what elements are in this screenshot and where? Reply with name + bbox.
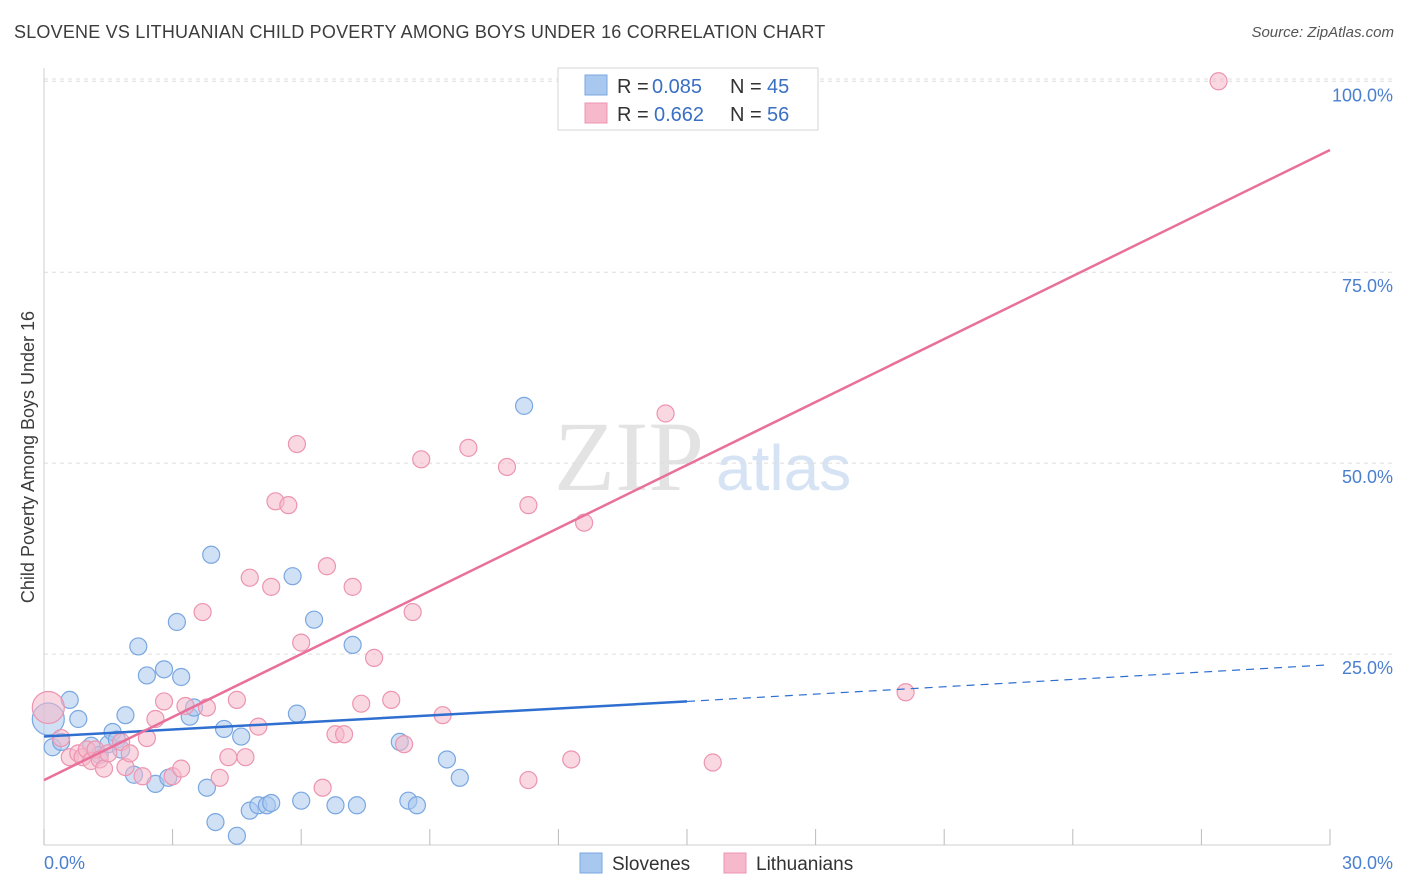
point-lithuanians xyxy=(343,577,362,596)
legend-r-value-slovenes: 0.085 xyxy=(652,76,702,98)
point-slovenes xyxy=(343,635,362,655)
point-lithuanians xyxy=(262,577,281,596)
point-slovenes xyxy=(232,727,251,746)
point-slovenes xyxy=(137,666,156,685)
point-slovenes xyxy=(287,704,307,723)
point-slovenes xyxy=(515,396,534,415)
point-lithuanians xyxy=(703,753,722,772)
point-lithuanians xyxy=(219,748,238,767)
point-lithuanians xyxy=(287,434,307,454)
legend-r-label-lithuanians: R = xyxy=(617,104,649,126)
y-axis-label: Child Poverty Among Boys Under 16 xyxy=(18,311,38,603)
legend-n-label-slovenes: N = xyxy=(730,76,762,98)
legend-r-value-lithuanians: 0.662 xyxy=(654,104,704,126)
x-ticks xyxy=(43,829,1331,845)
point-lithuanians xyxy=(240,568,259,587)
point-lithuanians xyxy=(382,690,401,709)
point-slovenes xyxy=(116,706,135,725)
trend-lines xyxy=(43,148,1331,782)
x-tick-label-max: 30.0% xyxy=(1342,853,1393,873)
watermark-atlas: atlas xyxy=(716,432,851,504)
legend-swatch-slovenes xyxy=(584,74,608,96)
point-slovenes xyxy=(154,660,174,679)
legend-swatch-lithuanians xyxy=(584,102,608,124)
point-slovenes xyxy=(227,826,246,845)
point-lithuanians xyxy=(210,768,229,787)
watermark-zip: ZIP xyxy=(554,401,704,512)
point-lithuanians xyxy=(292,633,311,652)
point-lithuanians xyxy=(236,748,255,767)
point-slovenes xyxy=(437,750,457,769)
point-lithuanians xyxy=(334,725,354,744)
point-slovenes xyxy=(283,567,302,586)
point-slovenes xyxy=(304,610,324,629)
point-lithuanians xyxy=(656,404,675,423)
legend-n-label-lithuanians: N = xyxy=(730,104,762,126)
point-lithuanians xyxy=(403,602,422,622)
point-slovenes xyxy=(450,768,469,787)
point-slovenes xyxy=(347,796,367,815)
point-lithuanians xyxy=(193,602,212,622)
x-tick-label-min: 0.0% xyxy=(44,853,85,873)
y-tick-label: 50.0% xyxy=(1342,467,1393,487)
bottom-legend-swatch-lithuanians xyxy=(723,852,747,874)
source-label: Source: ZipAtlas.com xyxy=(1251,24,1394,41)
y-tick-labels: 25.0% 50.0% 75.0% 100.0% xyxy=(1332,85,1393,678)
point-slovenes xyxy=(214,719,234,739)
trend-line-lithuanians xyxy=(43,148,1331,782)
point-lithuanians xyxy=(459,438,478,457)
point-slovenes xyxy=(69,709,88,729)
bottom-legend-swatch-slovenes xyxy=(579,852,603,874)
point-slovenes xyxy=(197,778,216,797)
point-lithuanians xyxy=(172,759,191,778)
legend-n-value-slovenes: 45 xyxy=(767,76,789,98)
legend-n-value-lithuanians: 56 xyxy=(767,104,789,126)
point-lithuanians xyxy=(313,778,332,797)
trend-line-slovenes xyxy=(43,700,688,738)
point-lithuanians xyxy=(133,767,152,786)
point-lithuanians xyxy=(412,450,431,469)
point-slovenes xyxy=(326,796,345,815)
point-slovenes xyxy=(262,793,281,813)
point-lithuanians xyxy=(497,457,517,477)
point-lithuanians xyxy=(519,496,538,515)
bottom-legend-label-lithuanians: Lithuanians xyxy=(756,854,853,875)
point-slovenes xyxy=(172,667,191,687)
point-lithuanians xyxy=(249,717,268,736)
bottom-legend: Slovenes Lithuanians xyxy=(579,852,853,875)
point-lithuanians xyxy=(519,770,538,790)
y-tick-label: 25.0% xyxy=(1342,658,1393,678)
point-lithuanians xyxy=(1209,72,1228,91)
gridlines xyxy=(44,78,1393,655)
point-slovenes xyxy=(202,545,221,564)
point-lithuanians xyxy=(120,744,139,763)
trend-line-slovenes-extension xyxy=(686,664,1331,703)
point-slovenes xyxy=(292,791,311,810)
point-lithuanians xyxy=(227,690,246,709)
point-lithuanians xyxy=(896,683,915,702)
point-slovenes xyxy=(167,612,186,632)
bottom-legend-label-slovenes: Slovenes xyxy=(612,854,690,875)
legend-r-label-slovenes: R = xyxy=(617,76,649,98)
legend-box: R = 0.085 N = 45 R = 0.662 N = 56 xyxy=(557,67,819,131)
chart-title: SLOVENE VS LITHUANIAN CHILD POVERTY AMON… xyxy=(14,22,826,42)
point-lithuanians xyxy=(394,735,414,754)
point-lithuanians xyxy=(317,557,337,576)
point-lithuanians xyxy=(352,694,371,713)
point-lithuanians xyxy=(154,692,174,711)
point-slovenes xyxy=(206,812,225,832)
point-lithuanians xyxy=(562,750,581,769)
point-slovenes xyxy=(129,637,148,656)
point-lithuanians xyxy=(94,759,114,778)
y-tick-label: 100.0% xyxy=(1332,85,1393,105)
point-lithuanians xyxy=(52,728,71,748)
point-slovenes xyxy=(407,796,427,815)
point-lithuanians xyxy=(31,690,65,725)
point-lithuanians xyxy=(364,648,384,667)
point-lithuanians xyxy=(279,496,298,515)
y-tick-label: 75.0% xyxy=(1342,276,1393,296)
